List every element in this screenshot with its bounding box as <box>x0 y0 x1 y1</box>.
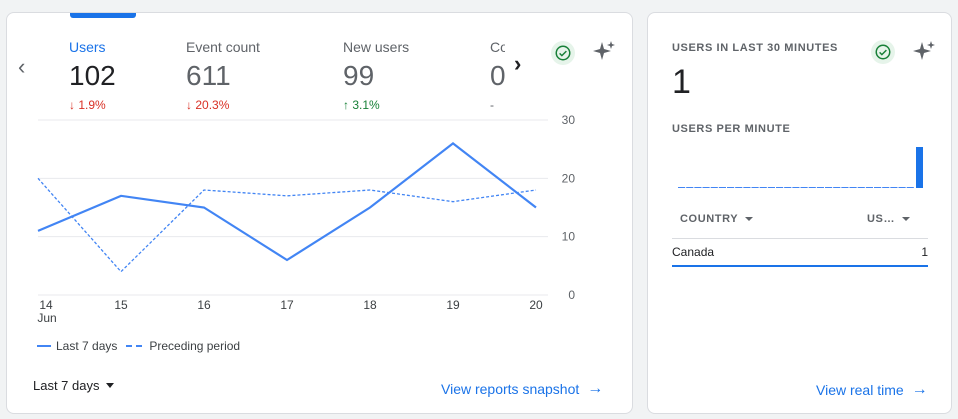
minute-bar <box>825 187 833 188</box>
metric-label: Event count <box>186 39 260 55</box>
minute-bar <box>865 187 873 188</box>
users-per-minute-chart <box>678 147 923 188</box>
metric-delta: ↑ 3.1% <box>343 98 380 112</box>
minute-bar <box>710 187 718 188</box>
date-range-dropdown[interactable]: Last 7 days <box>33 378 114 393</box>
x-tick-label: 19 <box>446 298 460 312</box>
minute-bar <box>743 187 751 188</box>
y-tick-label: 20 <box>562 171 576 185</box>
metric-truncated[interactable]: Co 0 - <box>487 35 505 125</box>
selected-tab-indicator <box>70 13 136 18</box>
users-per-minute-heading: USERS PER MINUTE <box>672 123 791 135</box>
y-tick-label: 0 <box>568 288 575 302</box>
metric-value: 102 <box>69 60 116 91</box>
minute-bar <box>890 187 898 188</box>
y-tick-label: 30 <box>562 113 576 127</box>
minute-bar <box>759 187 767 188</box>
metric-event-count[interactable]: Event count 611 ↓ 20.3% <box>186 39 260 112</box>
metric-label: Users <box>69 39 106 55</box>
realtime-user-count: 1 <box>672 63 691 101</box>
x-tick-label: 18 <box>363 298 377 312</box>
series-line-preceding <box>37 177 537 273</box>
minute-bar <box>751 187 759 188</box>
metric-value: 611 <box>186 60 231 91</box>
minute-bar <box>718 187 726 188</box>
minute-bar <box>767 187 775 188</box>
minute-bar <box>735 187 743 188</box>
chevron-left-icon[interactable]: ‹ <box>18 54 26 79</box>
view-reports-snapshot-link[interactable]: View reports snapshot → <box>441 380 604 397</box>
minute-bar <box>792 187 800 188</box>
metric-users[interactable]: Users 102 ↓ 1.9% <box>69 39 116 112</box>
legend-swatch-solid <box>37 345 51 347</box>
metric-label: New users <box>343 39 410 55</box>
chevron-right-icon[interactable]: › <box>514 51 522 76</box>
x-tick-label: 20 <box>529 298 543 312</box>
metric-delta: ↓ 20.3% <box>186 98 230 112</box>
minute-bar <box>816 187 824 188</box>
users-cell: 1 <box>921 245 928 259</box>
x-tick-label: 15 <box>114 298 128 312</box>
x-tick-label: 17 <box>280 298 294 312</box>
minute-bar <box>898 187 906 188</box>
legend-label-current: Last 7 days <box>56 339 118 353</box>
arrow-down-icon: ↓ <box>186 98 192 112</box>
minute-bar <box>849 187 857 188</box>
country-cell: Canada <box>672 245 715 259</box>
caret-down-icon <box>105 383 114 388</box>
minute-bar <box>882 187 890 188</box>
sparkle-icon[interactable] <box>912 39 936 63</box>
realtime-heading: USERS IN LAST 30 MINUTES <box>672 42 838 54</box>
users-column-header[interactable]: US… <box>867 213 911 225</box>
x-tick-label: 14 <box>39 298 53 312</box>
legend-label-previous: Preceding period <box>149 339 241 353</box>
caret-down-icon <box>745 217 754 221</box>
minute-bar <box>702 187 710 188</box>
realtime-card: USERS IN LAST 30 MINUTES 1 USERS PER MIN… <box>647 12 952 414</box>
minute-bar <box>906 187 914 188</box>
x-tick-sublabel: Jun <box>37 311 56 325</box>
arrow-up-icon: ↑ <box>343 98 349 112</box>
date-range-label: Last 7 days <box>33 378 100 393</box>
minute-bar <box>857 187 865 188</box>
minute-bar <box>800 187 808 188</box>
legend-swatch-dashed <box>126 345 143 347</box>
minute-bar <box>841 187 849 188</box>
chart-legend: Last 7 days Preceding period <box>37 339 240 353</box>
arrow-right-icon: → <box>587 380 604 397</box>
arrow-down-icon: ↓ <box>69 98 75 112</box>
sparkle-icon[interactable] <box>592 39 616 63</box>
table-row[interactable]: Canada 1 <box>672 245 928 267</box>
check-circle-icon[interactable] <box>551 41 575 65</box>
minute-bar <box>808 187 816 188</box>
metric-value: 0 <box>490 60 505 91</box>
metric-delta: ↓ 1.9% <box>69 98 106 112</box>
minute-bar <box>874 187 882 188</box>
line-chart: 0 10 20 30 14 15 16 17 18 19 20 Jun <box>37 113 576 325</box>
minute-bar <box>678 187 686 188</box>
metric-new-users[interactable]: New users 99 ↑ 3.1% <box>343 39 409 112</box>
check-circle-icon[interactable] <box>871 40 895 64</box>
country-column-header[interactable]: COUNTRY <box>680 213 754 225</box>
minute-bar <box>686 187 694 188</box>
view-real-time-link[interactable]: View real time → <box>816 381 928 398</box>
minute-bar <box>727 187 735 188</box>
minute-bar <box>916 147 923 188</box>
overview-card: ‹ Users 102 ↓ 1.9% Event count 611 ↓ 20.… <box>6 12 633 414</box>
x-tick-label: 16 <box>197 298 211 312</box>
series-line-current <box>37 141 537 262</box>
arrow-right-icon: → <box>911 381 928 398</box>
metric-label: Co <box>490 39 505 55</box>
minute-bar <box>784 187 792 188</box>
table-divider <box>672 238 928 239</box>
metric-delta: - <box>490 98 494 112</box>
minute-bar <box>776 187 784 188</box>
minute-bar <box>833 187 841 188</box>
metric-value: 99 <box>343 60 375 91</box>
minute-bar <box>694 187 702 188</box>
caret-down-icon <box>902 217 911 221</box>
y-tick-label: 10 <box>562 230 576 244</box>
